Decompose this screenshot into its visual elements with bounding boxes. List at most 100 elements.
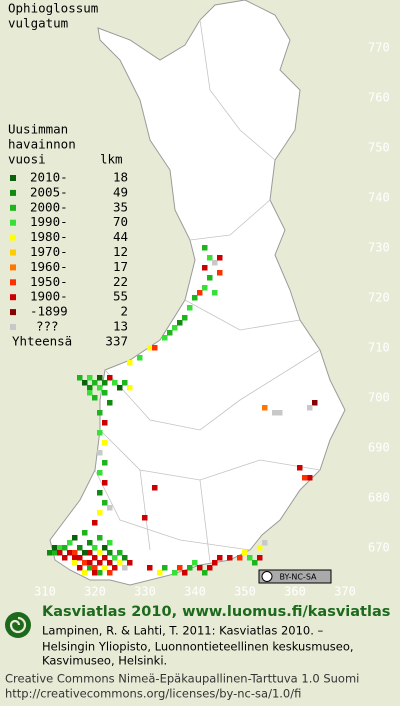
occurrence-cell <box>102 480 108 486</box>
occurrence-cell <box>87 390 93 396</box>
legend-count: 44 <box>113 229 128 244</box>
y-grid-label: 760 <box>368 91 390 105</box>
occurrence-cell <box>227 555 233 561</box>
occurrence-cell <box>202 285 208 291</box>
license-badge: BY-NC-SA <box>279 573 317 582</box>
occurrence-cell <box>102 460 108 466</box>
region-borders <box>94 19 321 563</box>
occurrence-cell <box>152 345 158 351</box>
occurrence-cell <box>102 420 108 426</box>
occurrence-cell <box>177 565 183 571</box>
occurrence-cell <box>102 565 108 571</box>
citation: Helsingin Yliopisto, Luonnontieteellinen… <box>42 640 354 654</box>
legend-label: 1990- <box>30 214 68 229</box>
occurrence-cell <box>82 530 88 536</box>
occurrence-cell <box>87 565 93 571</box>
occurrence-cell <box>72 550 78 556</box>
legend-count: 70 <box>113 214 128 229</box>
title: Ophioglossum vulgatum <box>8 1 98 31</box>
occurrence-cell <box>157 570 163 576</box>
legend-count: 12 <box>113 244 128 259</box>
occurrence-cell <box>57 550 63 556</box>
occurrence-cell <box>127 360 133 366</box>
legend: Uusimman havainnon vuosi lkm 2010- 18 2005… <box>8 122 128 349</box>
occurrence-cell <box>117 560 123 566</box>
occurrence-cell <box>187 305 193 311</box>
legend-header: Uusimman <box>8 122 68 137</box>
occurrence-cell <box>207 275 213 281</box>
occurrence-cell <box>107 505 113 511</box>
occurrence-cell <box>197 290 203 296</box>
occurrence-cell <box>182 570 188 576</box>
occurrence-cell <box>97 375 103 381</box>
occurrence-cell <box>152 485 158 491</box>
occurrence-cell <box>202 570 208 576</box>
legend-label: 1900- <box>30 289 68 304</box>
occurrence-cell <box>252 560 258 566</box>
occurrence-cell <box>257 555 263 561</box>
occurrence-cell <box>107 540 113 546</box>
legend-label: 1970- <box>30 244 68 259</box>
species-name: Ophioglossum <box>8 1 98 16</box>
legend-swatch <box>10 234 16 241</box>
legend-header: vuosi <box>8 152 46 167</box>
occurrence-cell <box>127 560 133 566</box>
citation: Lampinen, R. & Lahti, T. 2011: Kasviatla… <box>42 624 324 638</box>
occurrence-cell <box>57 545 63 551</box>
count-header: lkm <box>100 152 123 167</box>
x-grid-label: 330 <box>134 585 156 599</box>
legend-label: 1980- <box>30 229 68 244</box>
legend-swatch <box>10 264 16 271</box>
legend-count: 18 <box>113 170 128 185</box>
occurrence-cell <box>307 475 313 481</box>
occurrence-cell <box>72 555 78 561</box>
occurrence-cell <box>147 345 153 351</box>
license-text: Creative Commons Nimeä-Epäkaupallinen-Ta… <box>5 672 359 686</box>
y-grid-label: 690 <box>368 441 390 455</box>
occurrence-cell <box>67 540 73 546</box>
occurrence-cell <box>97 430 103 436</box>
occurrence-cell <box>112 380 118 386</box>
occurrence-cell <box>142 515 148 521</box>
occurrence-cell <box>92 380 98 386</box>
occurrence-cell <box>207 565 213 571</box>
legend-swatch <box>10 204 16 211</box>
legend-label: ??? <box>36 319 59 334</box>
occurrence-cell <box>272 410 278 416</box>
occurrence-cell <box>92 570 98 576</box>
species-name: vulgatum <box>8 16 68 31</box>
y-grid-label: 710 <box>368 341 390 355</box>
occurrence-cell <box>307 405 313 411</box>
occurrence-cell <box>97 535 103 541</box>
occurrence-cells <box>47 245 318 576</box>
logo <box>5 612 31 638</box>
occurrence-cell <box>92 545 98 551</box>
occurrence-cell <box>112 565 118 571</box>
occurrence-cell <box>217 270 223 276</box>
occurrence-cell <box>82 560 88 566</box>
legend-count: 49 <box>113 184 128 199</box>
occurrence-cell <box>177 320 183 326</box>
occurrence-cell <box>87 385 93 391</box>
legend-header: havainnon <box>8 137 76 152</box>
occurrence-cell <box>97 570 103 576</box>
occurrence-cell <box>97 490 103 496</box>
occurrence-cell <box>97 560 103 566</box>
occurrence-cell <box>237 555 243 561</box>
occurrence-cell <box>97 410 103 416</box>
occurrence-cell <box>77 565 83 571</box>
legend-label: -1899 <box>30 304 68 319</box>
occurrence-cell <box>217 255 223 261</box>
occurrence-cell <box>82 380 88 386</box>
occurrence-cell <box>117 385 123 391</box>
occurrence-cell <box>127 385 133 391</box>
citation: Kasvimuseo, Helsinki. <box>42 654 167 668</box>
occurrence-cell <box>82 570 88 576</box>
occurrence-cell <box>87 375 93 381</box>
occurrence-cell <box>202 265 208 271</box>
occurrence-cell <box>167 330 173 336</box>
occurrence-cell <box>102 545 108 551</box>
footer-title: Kasviatlas 2010, www.luomus.fi/kasviatla… <box>42 604 390 620</box>
occurrence-cell <box>87 550 93 556</box>
